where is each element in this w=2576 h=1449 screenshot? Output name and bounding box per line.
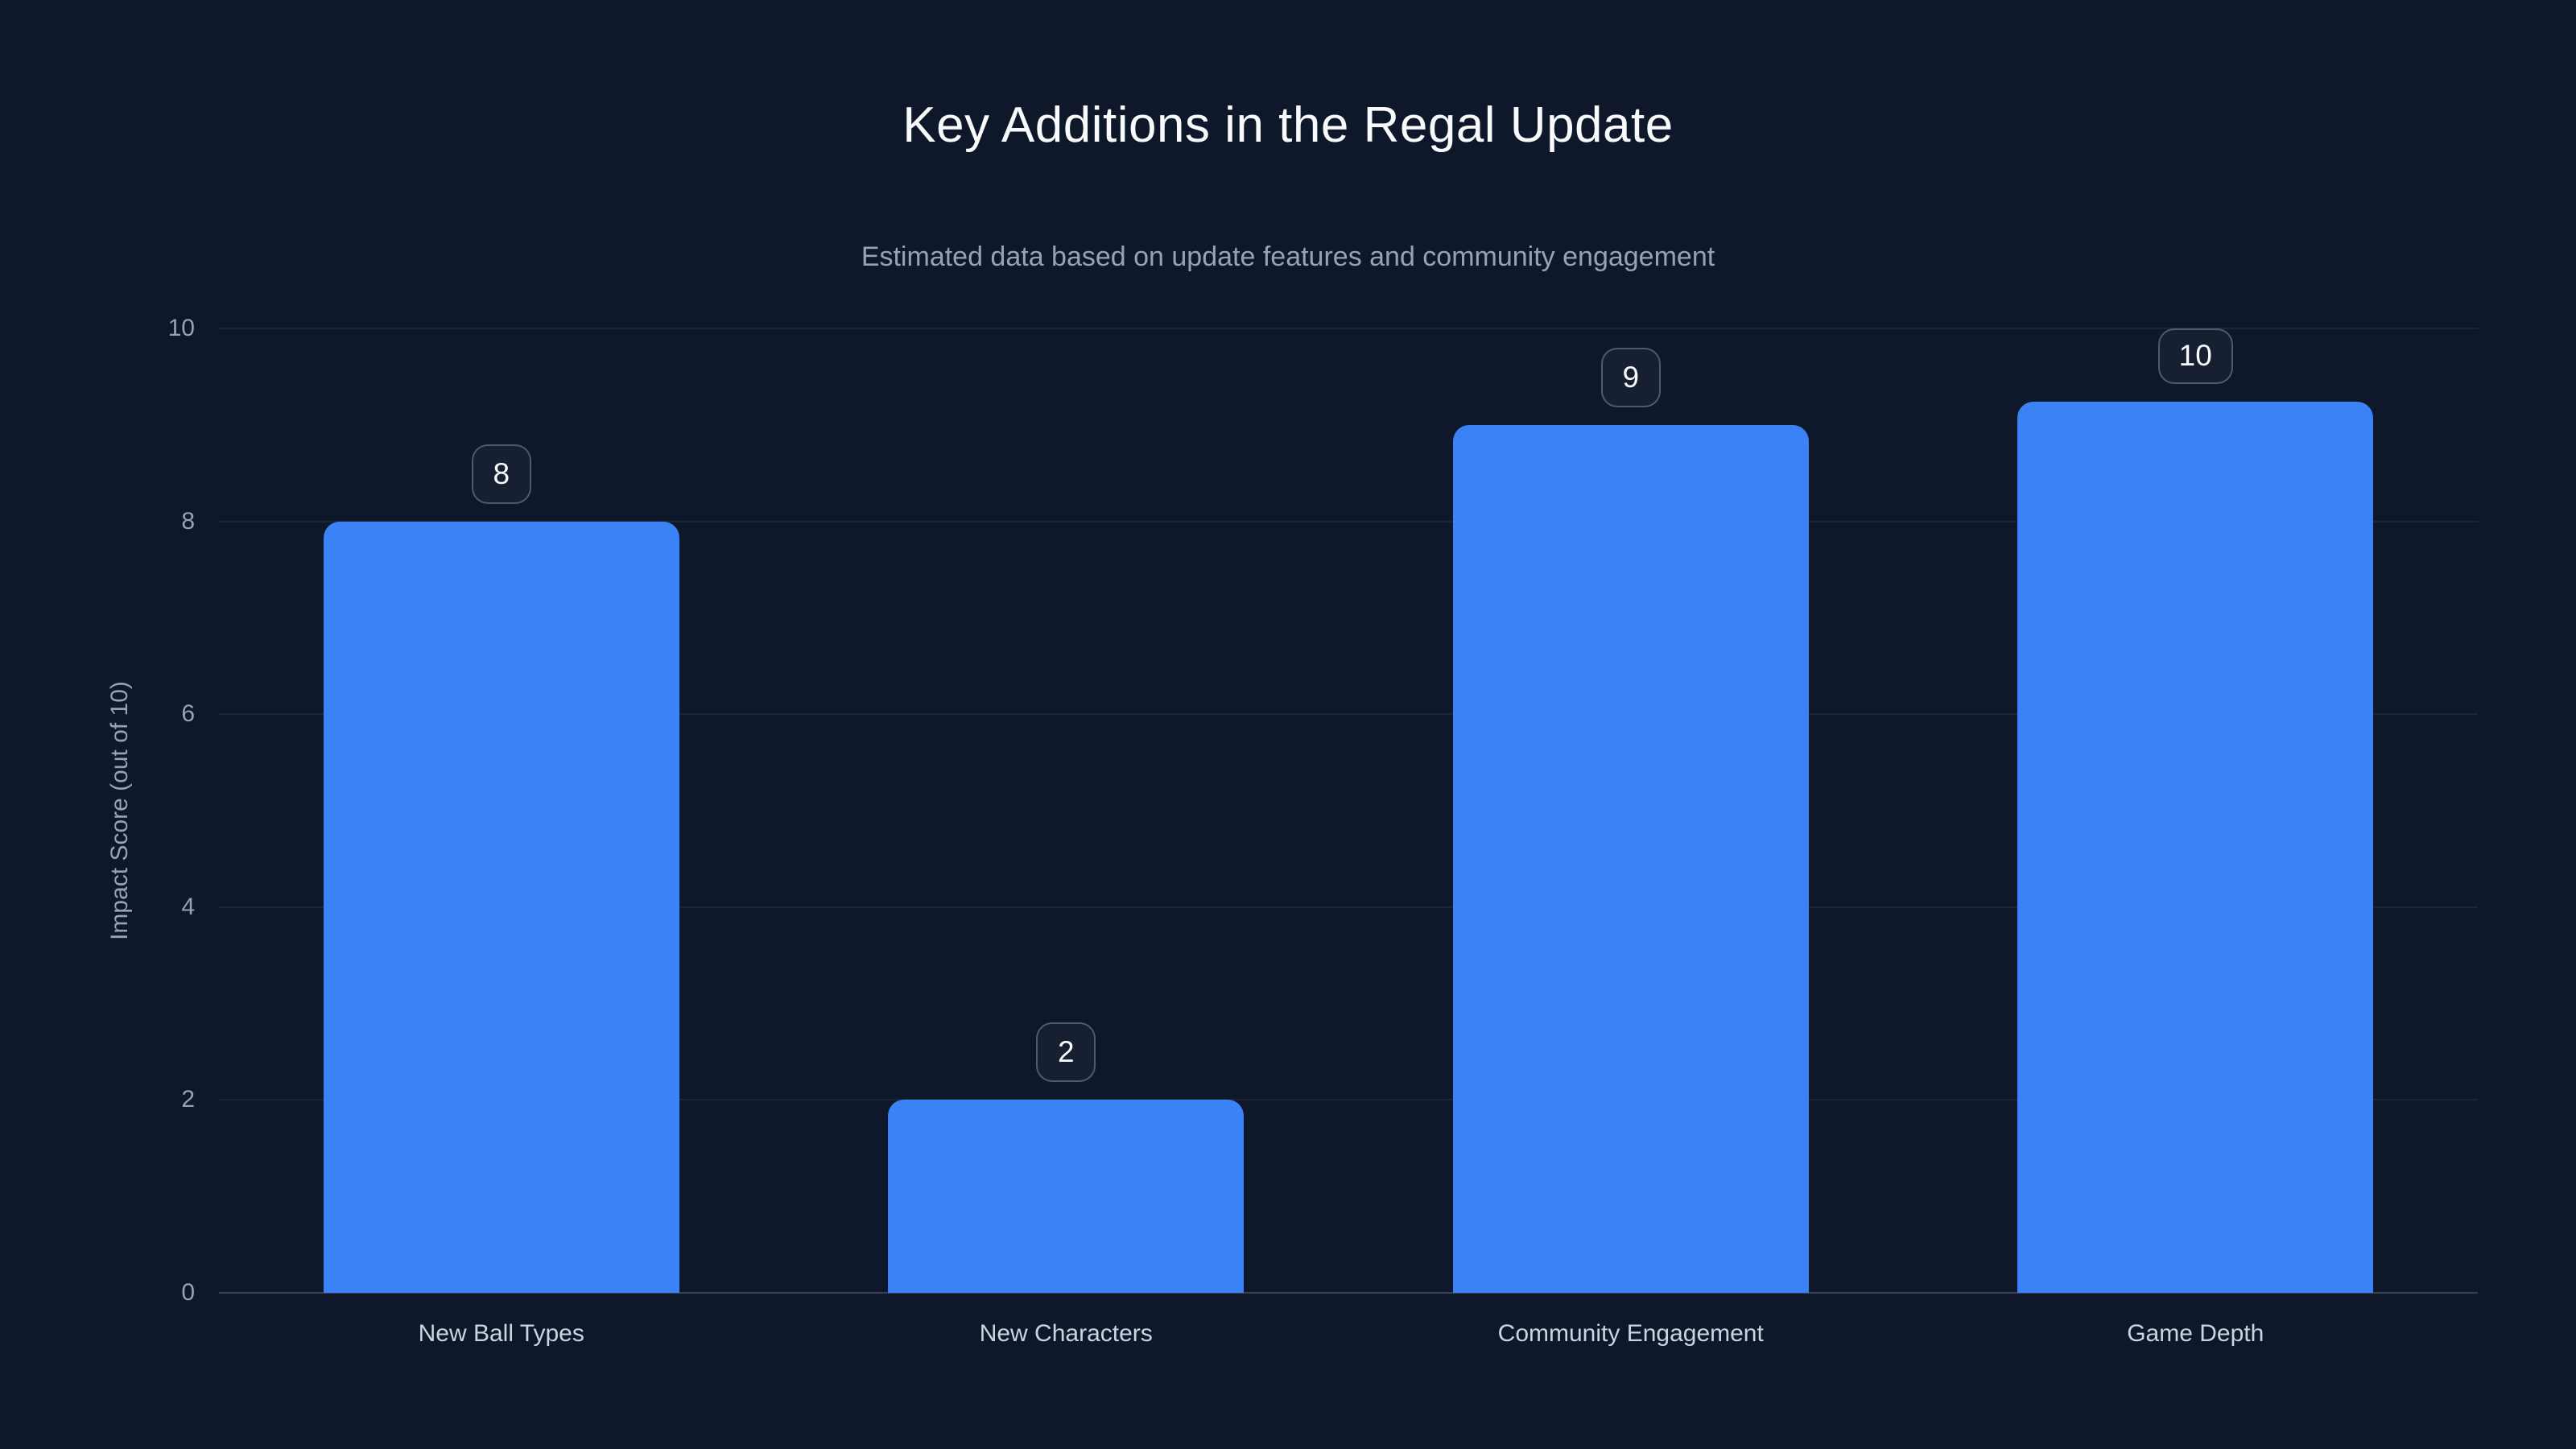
gridline-10	[219, 328, 2478, 329]
x-tick-label-game-depth: Game Depth	[2127, 1320, 2264, 1347]
bar-slot-community-engagement: 9 Community Engagement	[1348, 328, 1913, 1347]
x-axis-line	[219, 1292, 2478, 1294]
gridline-4	[219, 906, 2478, 908]
bar-game-depth	[2017, 401, 2374, 1293]
y-tick-label-6: 6	[181, 700, 195, 728]
y-tick-label-2: 2	[181, 1086, 195, 1113]
y-tick-label-8: 8	[181, 507, 195, 535]
x-tick-label-new-characters: New Characters	[979, 1320, 1153, 1347]
x-tick-label-community-engagement: Community Engagement	[1497, 1320, 1764, 1347]
gridline-2	[219, 1099, 2478, 1101]
chart-title: Key Additions in the Regal Update	[902, 97, 1674, 153]
chart-subtitle: Estimated data based on update features …	[861, 242, 1715, 272]
x-tick-label-new-ball-types: New Ball Types	[418, 1320, 584, 1347]
plot-area: Impact Score (out of 10) 0 2 4 6 8 10 8 New Bal…	[106, 315, 2479, 1347]
bar-new-characters	[888, 1100, 1245, 1293]
y-axis-title: Impact Score (out of 10)	[106, 681, 133, 940]
y-tick-label-10: 10	[167, 315, 195, 341]
y-tick-label-4: 4	[181, 893, 195, 920]
bar-slot-game-depth: 10 Game Depth	[1913, 328, 2479, 1347]
bar-new-ball-types	[323, 521, 679, 1293]
bar-slot-new-ball-types: 8 New Ball Types	[219, 328, 784, 1347]
value-badge-game-depth: 10	[2157, 328, 2233, 384]
value-badge-community-engagement: 9	[1600, 347, 1661, 407]
gridline-6	[219, 713, 2478, 716]
bar-community-engagement	[1452, 424, 1809, 1293]
value-badge-new-ball-types: 8	[471, 444, 531, 504]
gridline-8	[219, 520, 2478, 522]
value-badge-new-characters: 2	[1036, 1022, 1096, 1083]
y-tick-label-0: 0	[181, 1279, 195, 1306]
bars-row: 8 New Ball Types 2 New Characters 9 Community…	[219, 328, 2479, 1347]
bar-slot-new-characters: 2 New Characters	[784, 328, 1349, 1347]
